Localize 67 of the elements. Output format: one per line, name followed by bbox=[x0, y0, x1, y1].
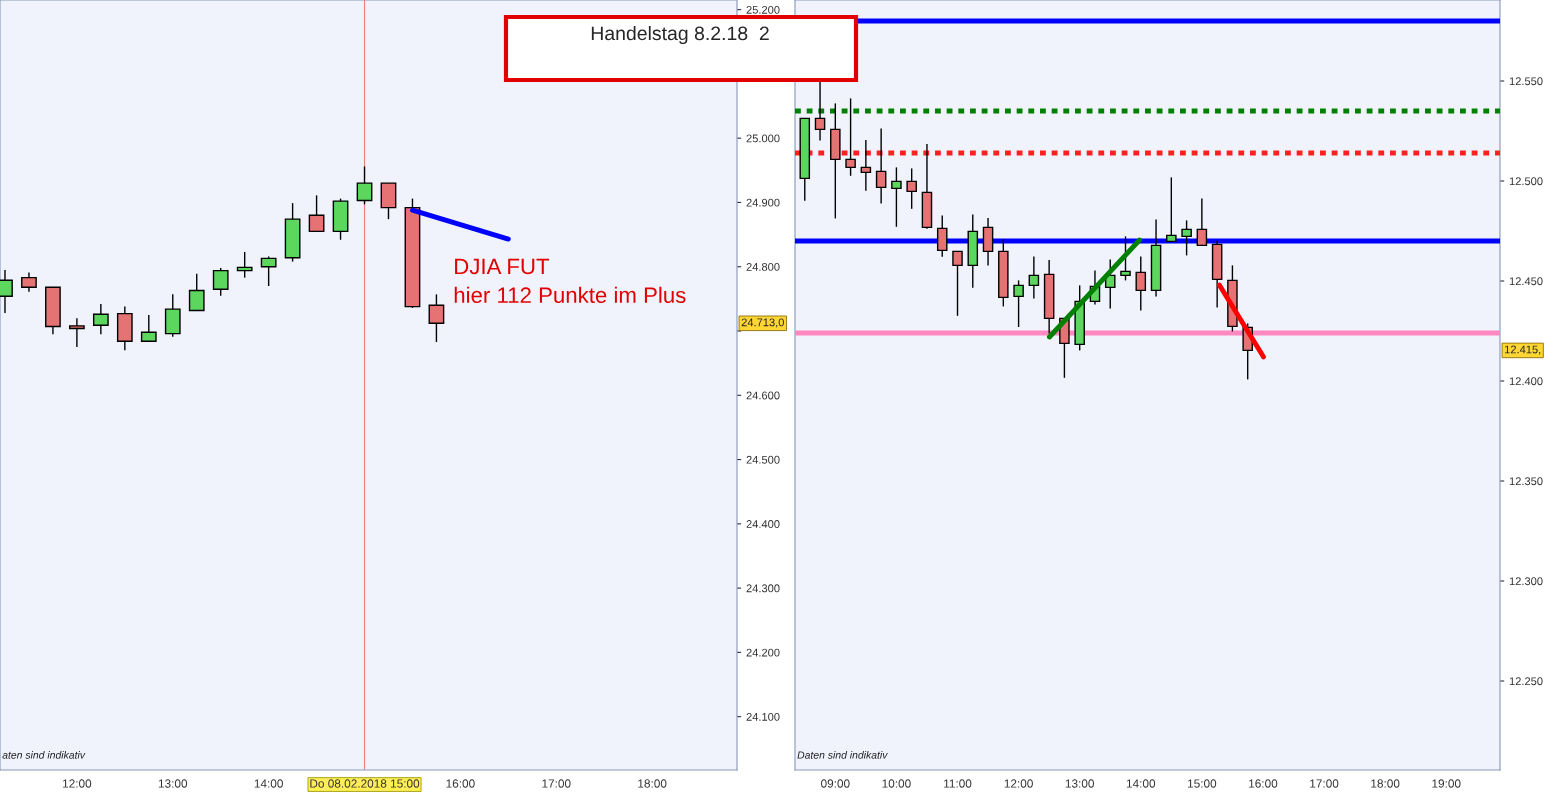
y-tick-label: 12.450 bbox=[1509, 277, 1543, 286]
candlestick bbox=[1135, 255, 1147, 312]
candlestick bbox=[69, 317, 85, 348]
candlestick bbox=[875, 127, 887, 205]
candlestick bbox=[428, 293, 445, 343]
x-tick-label: 09:00 bbox=[821, 779, 850, 788]
y-tick-label: 24.400 bbox=[746, 520, 780, 528]
x-tick-label: 16:00 bbox=[1249, 779, 1278, 788]
y-tick-label: 12.500 bbox=[1509, 177, 1543, 186]
candlestick bbox=[814, 80, 826, 142]
candlestick bbox=[212, 267, 229, 297]
y-tick-label: 12.400 bbox=[1509, 377, 1543, 386]
y-tick-label: 24.600 bbox=[746, 391, 780, 400]
candlestick bbox=[260, 255, 277, 287]
x-tick-label: 10:00 bbox=[882, 779, 911, 788]
y-tick-label: 24.200 bbox=[746, 648, 780, 657]
x-tick-label: 19:00 bbox=[1432, 779, 1461, 788]
y-tick-label: 24.900 bbox=[746, 198, 780, 207]
candlestick bbox=[952, 250, 963, 317]
candlestick bbox=[140, 314, 157, 342]
candlestick bbox=[982, 217, 994, 267]
y-tick-label: 12.300 bbox=[1509, 577, 1543, 586]
candlestick bbox=[845, 97, 856, 177]
candlestick bbox=[1166, 176, 1177, 243]
y-tick-label: 25.200 bbox=[746, 5, 780, 14]
x-tick-label: Do 08.02.2018 15:00 bbox=[310, 779, 420, 788]
annotation: Daten sind indikativ bbox=[797, 751, 888, 759]
candlestick bbox=[1028, 255, 1040, 300]
candlestick bbox=[188, 273, 205, 312]
y-tick-label: 25.000 bbox=[746, 134, 780, 143]
y-tick-label: 12.250 bbox=[1509, 677, 1543, 686]
candlestick bbox=[1181, 219, 1192, 257]
text: Handelstag 8.2.18 2 bbox=[591, 25, 769, 45]
candlestick bbox=[860, 139, 872, 192]
y-tick-label: 24.500 bbox=[746, 455, 780, 464]
text: 12.415, bbox=[1505, 345, 1541, 355]
x-tick-label: 14:00 bbox=[254, 779, 283, 788]
x-tick-label: 17:00 bbox=[1310, 779, 1339, 788]
y-tick-label: 24.300 bbox=[746, 584, 780, 593]
y-tick-label: 12.350 bbox=[1509, 477, 1543, 486]
candlestick bbox=[92, 303, 109, 335]
candlestick bbox=[21, 271, 37, 293]
y-tick-label: 24.100 bbox=[746, 712, 780, 721]
x-tick-label: 11:00 bbox=[944, 779, 972, 788]
candlestick bbox=[308, 194, 325, 233]
candlestick bbox=[891, 166, 902, 228]
candlestick bbox=[906, 167, 917, 210]
annotation: aten sind indikativ bbox=[2, 751, 86, 759]
x-tick-label: 14:00 bbox=[1126, 779, 1156, 788]
x-tick-label: 13:00 bbox=[1065, 779, 1094, 788]
y-tick-label: 12.550 bbox=[1509, 77, 1543, 86]
candlestick bbox=[356, 165, 373, 206]
y-tick-label: 24.800 bbox=[746, 263, 780, 271]
text: 24.713,0 bbox=[741, 318, 784, 328]
x-tick-label: 16:00 bbox=[446, 779, 475, 788]
x-tick-label: 18:00 bbox=[1371, 779, 1400, 788]
candlestick bbox=[1196, 197, 1208, 247]
candlestick bbox=[1013, 279, 1024, 328]
x-tick-label: 12:00 bbox=[63, 779, 92, 788]
x-tick-label: 18:00 bbox=[638, 779, 667, 788]
x-tick-label: 13:00 bbox=[158, 779, 188, 788]
x-tick-label: 17:00 bbox=[542, 779, 571, 788]
annotation: DJIA FUT hier 112 Punkte im Plus bbox=[454, 258, 686, 304]
candlestick bbox=[936, 214, 948, 258]
x-tick-label: 15:00 bbox=[1188, 779, 1217, 788]
candlestick bbox=[236, 251, 253, 279]
x-tick-label: 12:00 bbox=[1004, 779, 1033, 788]
